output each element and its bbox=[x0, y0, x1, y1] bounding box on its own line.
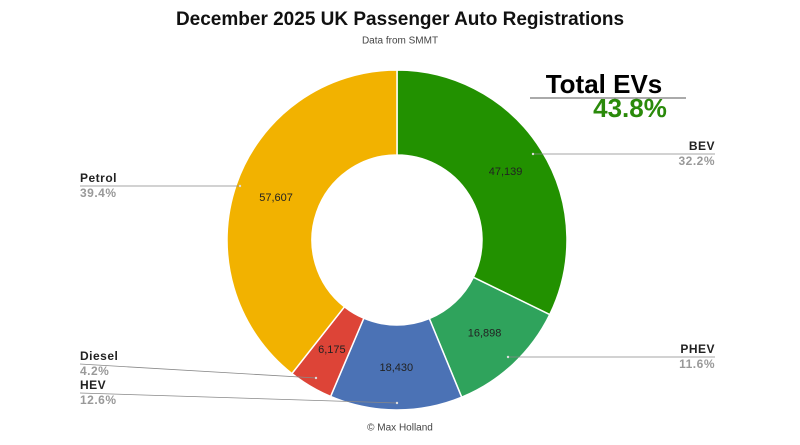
source: © Max Holland bbox=[367, 423, 433, 434]
leader-dot bbox=[238, 184, 242, 188]
value-label: 16,898 bbox=[468, 327, 502, 339]
annotation-value: 43.8% bbox=[593, 93, 667, 123]
category-label: BEV bbox=[689, 139, 715, 153]
annotation-title: Total EVs bbox=[546, 69, 663, 99]
percentage-label: 12.6% bbox=[80, 393, 117, 407]
category-label: Diesel bbox=[80, 349, 118, 363]
value-label: 18,430 bbox=[379, 362, 413, 374]
value-label: 57,607 bbox=[259, 192, 293, 204]
value-label: 47,139 bbox=[489, 166, 523, 178]
percentage-label: 11.6% bbox=[679, 357, 715, 371]
chart-subtitle: Data from SMMT bbox=[362, 36, 438, 47]
donut-slice bbox=[396, 69, 568, 316]
percentage-label: 39.4% bbox=[80, 186, 117, 200]
donut-slice bbox=[226, 69, 398, 375]
percentage-label: 4.2% bbox=[80, 364, 109, 378]
value-label: 6,175 bbox=[318, 344, 346, 356]
leader-dot bbox=[531, 152, 535, 156]
chart-title: December 2025 UK Passenger Auto Registra… bbox=[176, 9, 624, 30]
percentage-label: 32.2% bbox=[678, 154, 715, 168]
leader-dot bbox=[506, 355, 510, 359]
leader-dot bbox=[314, 376, 318, 380]
leader-line bbox=[79, 363, 317, 379]
leader-dot bbox=[395, 401, 399, 405]
category-label: PHEV bbox=[680, 342, 715, 356]
leader-line bbox=[79, 392, 398, 404]
category-label: HEV bbox=[80, 378, 106, 392]
category-label: Petrol bbox=[80, 171, 117, 185]
